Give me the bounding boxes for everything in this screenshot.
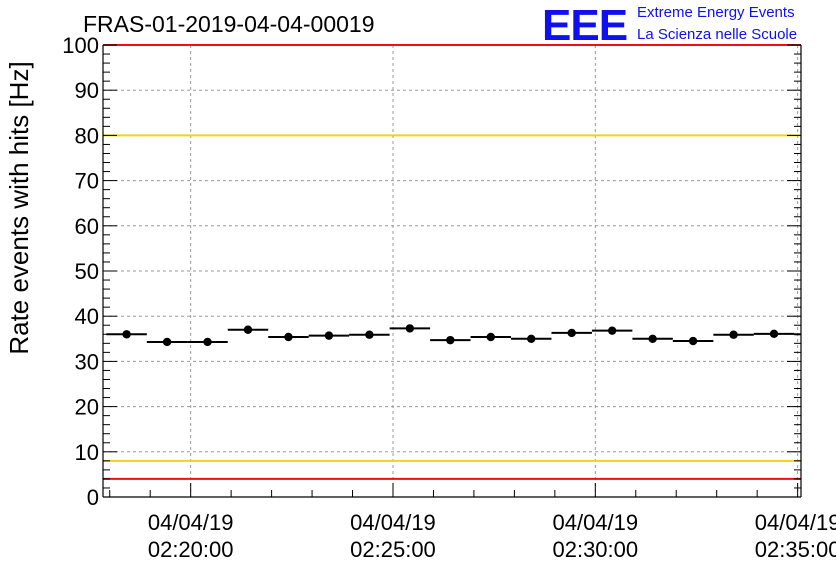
y-tick-label: 100 xyxy=(62,33,99,58)
data-point xyxy=(446,335,455,345)
data-point xyxy=(365,330,374,339)
data-point xyxy=(243,325,253,334)
data-point xyxy=(648,334,657,343)
y-tick-label: 70 xyxy=(75,169,99,194)
data-point xyxy=(769,329,779,339)
logo-line-1: Extreme Energy Events xyxy=(637,4,795,21)
data-point xyxy=(486,332,495,342)
x-tick-label-time: 02:30:00 xyxy=(552,537,638,562)
x-tick-label-date: 04/04/19 xyxy=(755,510,836,535)
data-point xyxy=(405,324,415,333)
axes: 010203040506070809010004/04/1902:20:0004… xyxy=(62,33,836,562)
chart-title: FRAS-01-2019-04-04-00019 xyxy=(83,11,375,37)
y-tick-label: 30 xyxy=(75,349,99,374)
y-tick-label: 10 xyxy=(75,440,99,465)
data-point xyxy=(284,332,293,342)
x-tick-label-date: 04/04/19 xyxy=(148,510,234,535)
logo-line-2: La Scienza nelle Scuole xyxy=(637,26,797,43)
x-tick-label-time: 02:25:00 xyxy=(350,537,436,562)
y-tick-label: 80 xyxy=(75,123,99,148)
y-tick-label: 90 xyxy=(75,78,99,103)
data-point xyxy=(607,326,617,335)
y-tick-label: 40 xyxy=(75,304,99,329)
y-tick-label: 0 xyxy=(87,485,99,510)
grid xyxy=(103,45,801,497)
data-point xyxy=(729,330,738,339)
data-point xyxy=(527,334,536,343)
y-tick-label: 20 xyxy=(75,395,99,420)
x-tick-label-date: 04/04/19 xyxy=(350,510,436,535)
data-point xyxy=(162,337,172,347)
reference-lines xyxy=(103,44,801,480)
data-point xyxy=(122,330,131,339)
y-tick-label: 50 xyxy=(75,259,99,284)
data-point xyxy=(688,336,698,346)
eee-logo: EEE Extreme Energy Events La Scienza nel… xyxy=(542,1,797,50)
y-axis-title: Rate events with hits [Hz] xyxy=(4,61,34,354)
data-point xyxy=(567,328,576,338)
x-tick-label-time: 02:20:00 xyxy=(148,537,234,562)
x-tick-label-time: 02:35:00 xyxy=(755,537,836,562)
data-point xyxy=(324,331,334,340)
data-points xyxy=(106,324,801,347)
x-tick-label-date: 04/04/19 xyxy=(552,510,638,535)
data-point xyxy=(203,337,212,347)
logo-mark: EEE xyxy=(542,1,627,50)
y-tick-label: 60 xyxy=(75,214,99,239)
